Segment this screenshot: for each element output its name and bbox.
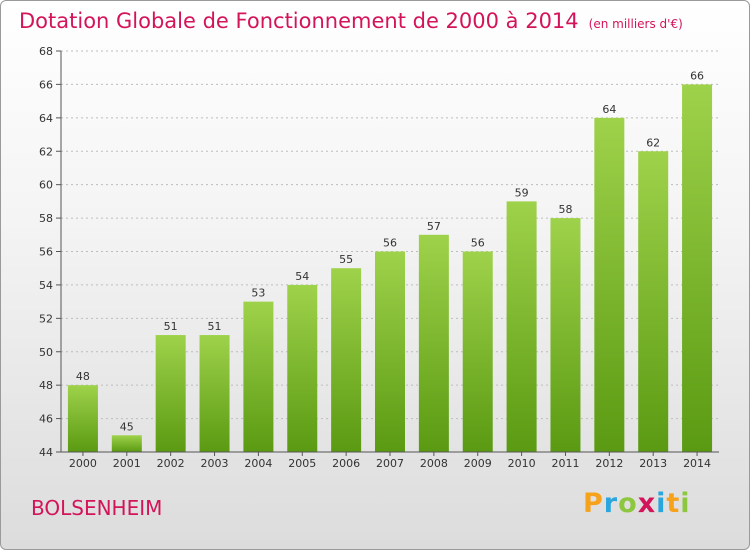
- bar: [418, 234, 449, 452]
- data-label: 64: [602, 103, 616, 116]
- y-tick-label: 60: [39, 179, 53, 192]
- y-tick-label: 68: [39, 45, 53, 58]
- data-label: 51: [208, 320, 222, 333]
- y-tick-label: 48: [39, 379, 53, 392]
- bar: [199, 335, 230, 452]
- x-tick-label: 2003: [201, 457, 229, 470]
- x-tick-label: 2006: [332, 457, 360, 470]
- bar: [594, 117, 625, 452]
- y-tick-label: 56: [39, 246, 53, 259]
- x-tick-label: 2009: [464, 457, 492, 470]
- data-label: 56: [471, 237, 485, 250]
- logo-letter: r: [603, 488, 619, 519]
- chart-unit: (en milliers d'€): [588, 17, 683, 31]
- x-tick-label: 2002: [157, 457, 185, 470]
- x-tick-label: 2014: [683, 457, 711, 470]
- bar: [243, 301, 274, 452]
- data-label: 51: [164, 320, 178, 333]
- logo-letter: i: [680, 488, 691, 519]
- x-tick-label: 2007: [376, 457, 404, 470]
- x-tick-label: 2010: [508, 457, 536, 470]
- bar: [638, 151, 669, 452]
- data-label: 62: [646, 136, 660, 149]
- proxiti-logo[interactable]: Proxiti: [583, 488, 691, 519]
- bar: [155, 335, 186, 452]
- chart-title: Dotation Globale de Fonctionnement de 20…: [19, 9, 579, 33]
- y-tick-label: 58: [39, 212, 53, 225]
- data-label: 57: [427, 220, 441, 233]
- logo-letter: P: [583, 488, 604, 519]
- logo-letter: x: [637, 488, 657, 519]
- commune-name: BOLSENHEIM: [31, 496, 163, 520]
- y-tick-label: 62: [39, 145, 53, 158]
- x-tick-label: 2000: [69, 457, 97, 470]
- logo-letter: o: [618, 488, 638, 519]
- bar: [550, 218, 581, 452]
- bar: [506, 201, 537, 452]
- data-label: 45: [120, 420, 134, 433]
- bar: [67, 385, 98, 452]
- bar: [462, 251, 493, 452]
- x-tick-label: 2001: [113, 457, 141, 470]
- bar: [331, 268, 362, 452]
- y-tick-label: 66: [39, 78, 53, 91]
- data-label: 59: [515, 186, 529, 199]
- y-tick-label: 54: [39, 279, 53, 292]
- y-tick-label: 46: [39, 413, 53, 426]
- x-tick-label: 2013: [639, 457, 667, 470]
- y-tick-label: 44: [39, 446, 53, 459]
- x-tick-label: 2011: [551, 457, 579, 470]
- data-label: 54: [295, 270, 309, 283]
- x-tick-label: 2012: [595, 457, 623, 470]
- bar: [682, 84, 713, 453]
- x-tick-label: 2005: [288, 457, 316, 470]
- data-label: 58: [558, 203, 572, 216]
- y-tick-label: 50: [39, 346, 53, 359]
- x-tick-label: 2004: [244, 457, 272, 470]
- bar: [375, 251, 405, 452]
- data-label: 66: [690, 69, 704, 82]
- logo-letter: i: [656, 488, 667, 519]
- x-tick-label: 2008: [420, 457, 448, 470]
- chart-title-block: Dotation Globale de Fonctionnement de 20…: [19, 9, 683, 33]
- bar: [287, 284, 318, 452]
- bar: [111, 435, 142, 452]
- data-label: 48: [76, 370, 90, 383]
- data-label: 55: [339, 253, 353, 266]
- y-tick-label: 64: [39, 112, 53, 125]
- data-label: 53: [251, 287, 265, 300]
- logo-letter: t: [666, 488, 681, 519]
- y-tick-label: 52: [39, 312, 53, 325]
- data-label: 56: [383, 237, 397, 250]
